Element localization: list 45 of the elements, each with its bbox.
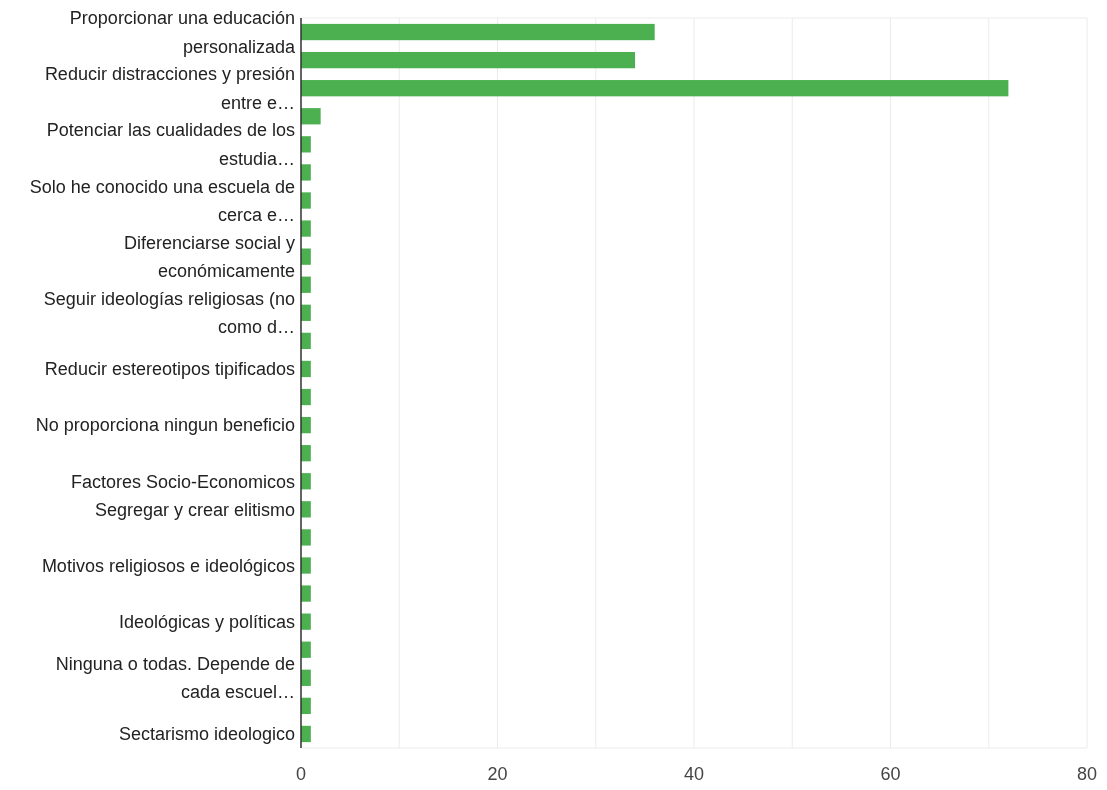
bar bbox=[301, 725, 311, 743]
y-tick-label: Solo he conocido una escuela de cerca e… bbox=[29, 176, 295, 226]
bar bbox=[301, 248, 311, 265]
bar bbox=[301, 473, 311, 490]
bar bbox=[301, 332, 311, 350]
x-tick-label: 60 bbox=[880, 764, 901, 784]
bar bbox=[301, 276, 311, 293]
bar bbox=[301, 108, 321, 125]
bar bbox=[301, 220, 311, 237]
bar bbox=[301, 557, 311, 574]
bar bbox=[301, 641, 311, 658]
x-tick-label: 40 bbox=[683, 764, 705, 784]
y-tick-label: Factores Socio-Economicos bbox=[70, 471, 295, 492]
y-tick-label: Reducir distracciones y presión entre e… bbox=[44, 64, 295, 113]
y-tick-label: Ideológicas y políticas bbox=[118, 611, 295, 632]
y-tick-label: Sectarismo ideologico bbox=[118, 724, 295, 745]
y-tick-label: Diferenciarse social y económicamente bbox=[123, 232, 295, 282]
bar bbox=[301, 164, 311, 181]
bar bbox=[301, 697, 311, 715]
x-tick-label: 80 bbox=[1076, 764, 1098, 784]
bar bbox=[301, 416, 311, 434]
bar bbox=[301, 192, 311, 209]
bar bbox=[301, 529, 311, 546]
y-tick-label: Motivos religiosos e ideológicos bbox=[41, 555, 295, 576]
y-tick-label: Segregar y crear elitismo bbox=[94, 499, 295, 520]
bar bbox=[301, 388, 311, 406]
y-tick-label: Reducir estereotipos tipificados bbox=[44, 359, 295, 380]
bar bbox=[301, 304, 311, 321]
y-tick-label: No proporciona ningun beneficio bbox=[35, 415, 295, 436]
bar bbox=[301, 23, 655, 41]
bar bbox=[301, 613, 311, 630]
y-tick-label: Proporcionar una educación personalizada bbox=[69, 8, 296, 57]
bar bbox=[301, 360, 311, 378]
bar bbox=[301, 669, 311, 686]
y-tick-label: Seguir ideologías religiosas (no como d… bbox=[43, 288, 295, 338]
y-tick-label: Potenciar las cualidades de los estudia… bbox=[46, 120, 295, 169]
x-tick-label: 20 bbox=[487, 764, 508, 784]
bar bbox=[301, 501, 311, 518]
y-tick-label: Ninguna o todas. Depende de cada escuel… bbox=[55, 653, 295, 703]
x-tick-label: 0 bbox=[295, 764, 307, 784]
bar bbox=[301, 585, 311, 602]
bar bbox=[301, 445, 311, 462]
bar bbox=[301, 80, 1009, 97]
bar bbox=[301, 51, 636, 69]
bar bbox=[301, 136, 311, 153]
